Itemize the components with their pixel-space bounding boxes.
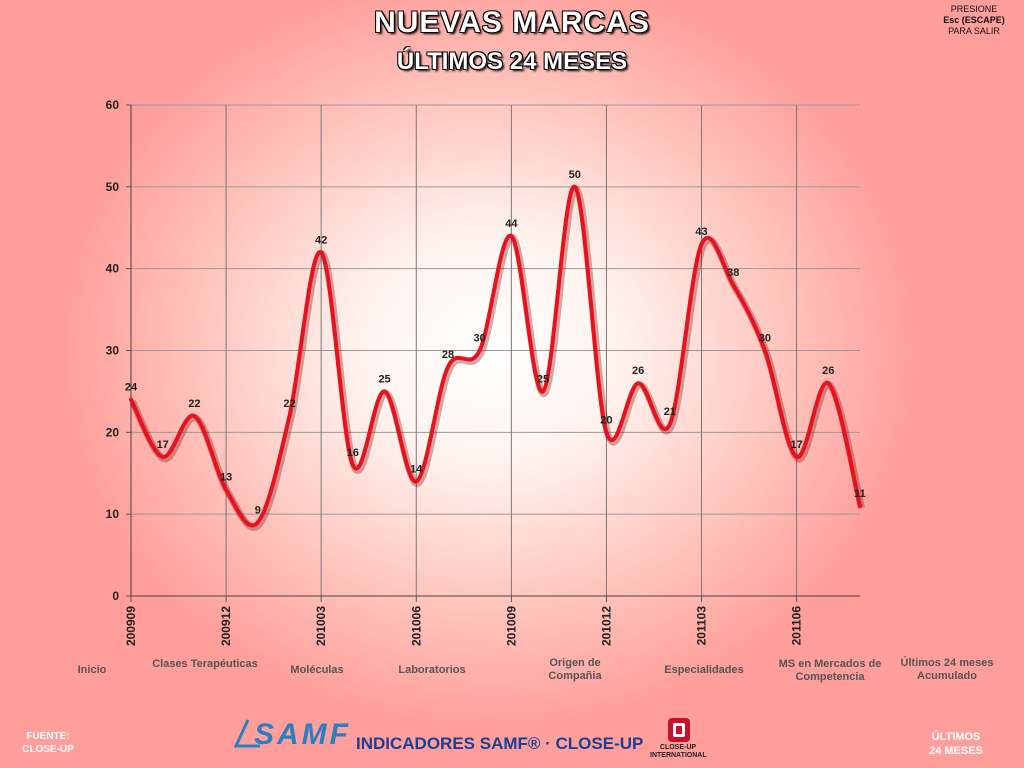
page-subtitle: ÚLTIMOS 24 MESES (396, 48, 628, 75)
escape-hint-line3: PARA SALIR (948, 26, 1000, 36)
data-label: 25 (378, 373, 390, 385)
source-line2: CLOSE-UP (22, 744, 74, 755)
data-label: 21 (664, 406, 676, 418)
x-tick-label: 200912 (219, 606, 233, 646)
y-tick-label: 60 (106, 98, 120, 112)
source-line1: FUENTE: (26, 731, 70, 742)
line-layer (129, 184, 865, 531)
period-line2: 24 MESES (929, 745, 983, 757)
closeup-logo-label: CLOSE-UP INTERNATIONAL (650, 744, 707, 760)
closeup-logo-icon (668, 718, 690, 742)
escape-hint: PRESIONE Esc (ESCAPE) PARA SALIR (934, 4, 1014, 37)
data-point (192, 414, 196, 418)
data-label: 14 (410, 463, 423, 475)
data-point (383, 389, 387, 393)
data-point (604, 430, 608, 434)
data-label: 26 (632, 365, 644, 377)
source-note: FUENTE: CLOSE-UP (18, 730, 78, 756)
closeup-logo-line1: CLOSE-UP (659, 744, 697, 751)
data-label: 28 (442, 349, 454, 361)
escape-hint-line2: Esc (ESCAPE) (943, 15, 1005, 25)
data-point (287, 414, 291, 418)
data-label: 17 (790, 439, 802, 451)
data-label: 24 (125, 382, 138, 394)
x-tick-label: 201106 (790, 606, 804, 646)
data-label: 30 (759, 333, 771, 345)
samf-logo: SAMF (234, 718, 351, 751)
x-tick-label: 201012 (599, 606, 613, 646)
data-label: 50 (569, 169, 581, 181)
nav-especialidades[interactable]: Especialidades (664, 664, 744, 676)
period-line1: ÚLTIMOS (931, 731, 981, 743)
indicators-title: INDICADORES SAMF® · CLOSE-UP (356, 734, 644, 753)
data-point (636, 381, 640, 385)
y-tick-label: 10 (106, 507, 120, 521)
data-point (446, 365, 450, 369)
x-tick-label: 201006 (409, 606, 423, 646)
samf-logo-text: SAMF (254, 718, 351, 751)
period-label: ÚLTIMOS 24 MESES (926, 730, 986, 758)
data-label: 42 (315, 234, 327, 246)
data-label: 44 (505, 218, 518, 230)
data-point (668, 422, 672, 426)
data-point (351, 463, 355, 467)
data-label: 26 (822, 365, 834, 377)
x-tick-label: 201103 (695, 606, 709, 646)
data-label: 22 (283, 398, 295, 410)
grid-layer (130, 104, 860, 596)
nav-origen-compania[interactable]: Origen de Compañia (548, 657, 602, 682)
nav-clases-terapeuticas[interactable]: Clases Terapéuticas (152, 658, 258, 670)
data-point (541, 389, 545, 393)
x-tick-label: 201009 (504, 606, 518, 646)
data-point (319, 250, 323, 254)
data-label: 16 (347, 447, 359, 459)
closeup-logo-line2: INTERNATIONAL (650, 752, 707, 759)
data-label: 22 (188, 398, 200, 410)
nav-moleculas[interactable]: Moléculas (290, 664, 344, 676)
data-point (478, 349, 482, 353)
nav-inicio[interactable]: Inicio (77, 664, 107, 676)
data-point (763, 349, 767, 353)
x-tick-label: 200909 (124, 606, 138, 646)
label-layer: 24 17 22 13 9 22 42 16 25 14 28 30 44 25 50 20 26 21 43 38 3… (125, 169, 866, 517)
data-label: 38 (727, 267, 739, 279)
data-label: 13 (220, 472, 232, 484)
series-line-shadow (129, 185, 865, 531)
page-title: NUEVAS MARCAS (374, 6, 650, 39)
data-label: 9 (255, 504, 261, 516)
nav-laboratorios[interactable]: Laboratorios (398, 664, 466, 676)
data-point (129, 398, 133, 402)
series-line (129, 184, 862, 528)
data-point (224, 488, 228, 492)
data-point (414, 479, 418, 483)
samf-triangle-icon (234, 719, 260, 748)
y-tick-label: 20 (106, 425, 120, 439)
y-tick-label: 0 (112, 589, 119, 603)
data-label: 25 (537, 373, 549, 385)
escape-hint-line1: PRESIONE (950, 4, 998, 14)
data-label: 17 (157, 439, 169, 451)
data-label: 30 (474, 333, 486, 345)
data-point (256, 520, 260, 524)
data-label: 43 (695, 226, 707, 238)
data-point (573, 185, 577, 189)
data-point (700, 242, 704, 246)
x-tick-label: 201003 (314, 606, 328, 646)
y-tick-label: 40 (106, 262, 120, 276)
y-tick-label: 50 (106, 180, 120, 194)
data-label: 11 (854, 488, 866, 500)
data-point (858, 504, 862, 508)
nav-ms-mercados[interactable]: MS en Mercados de Competencia (778, 658, 882, 683)
data-point (509, 234, 513, 238)
data-point (731, 283, 735, 287)
data-point (161, 455, 165, 459)
y-tick-label: 30 (106, 344, 120, 358)
nav-ultimos-24-acumulado[interactable]: Últimos 24 meses Acumulado (900, 657, 994, 682)
data-point (826, 381, 830, 385)
data-point (795, 455, 799, 459)
data-label: 20 (600, 414, 612, 426)
